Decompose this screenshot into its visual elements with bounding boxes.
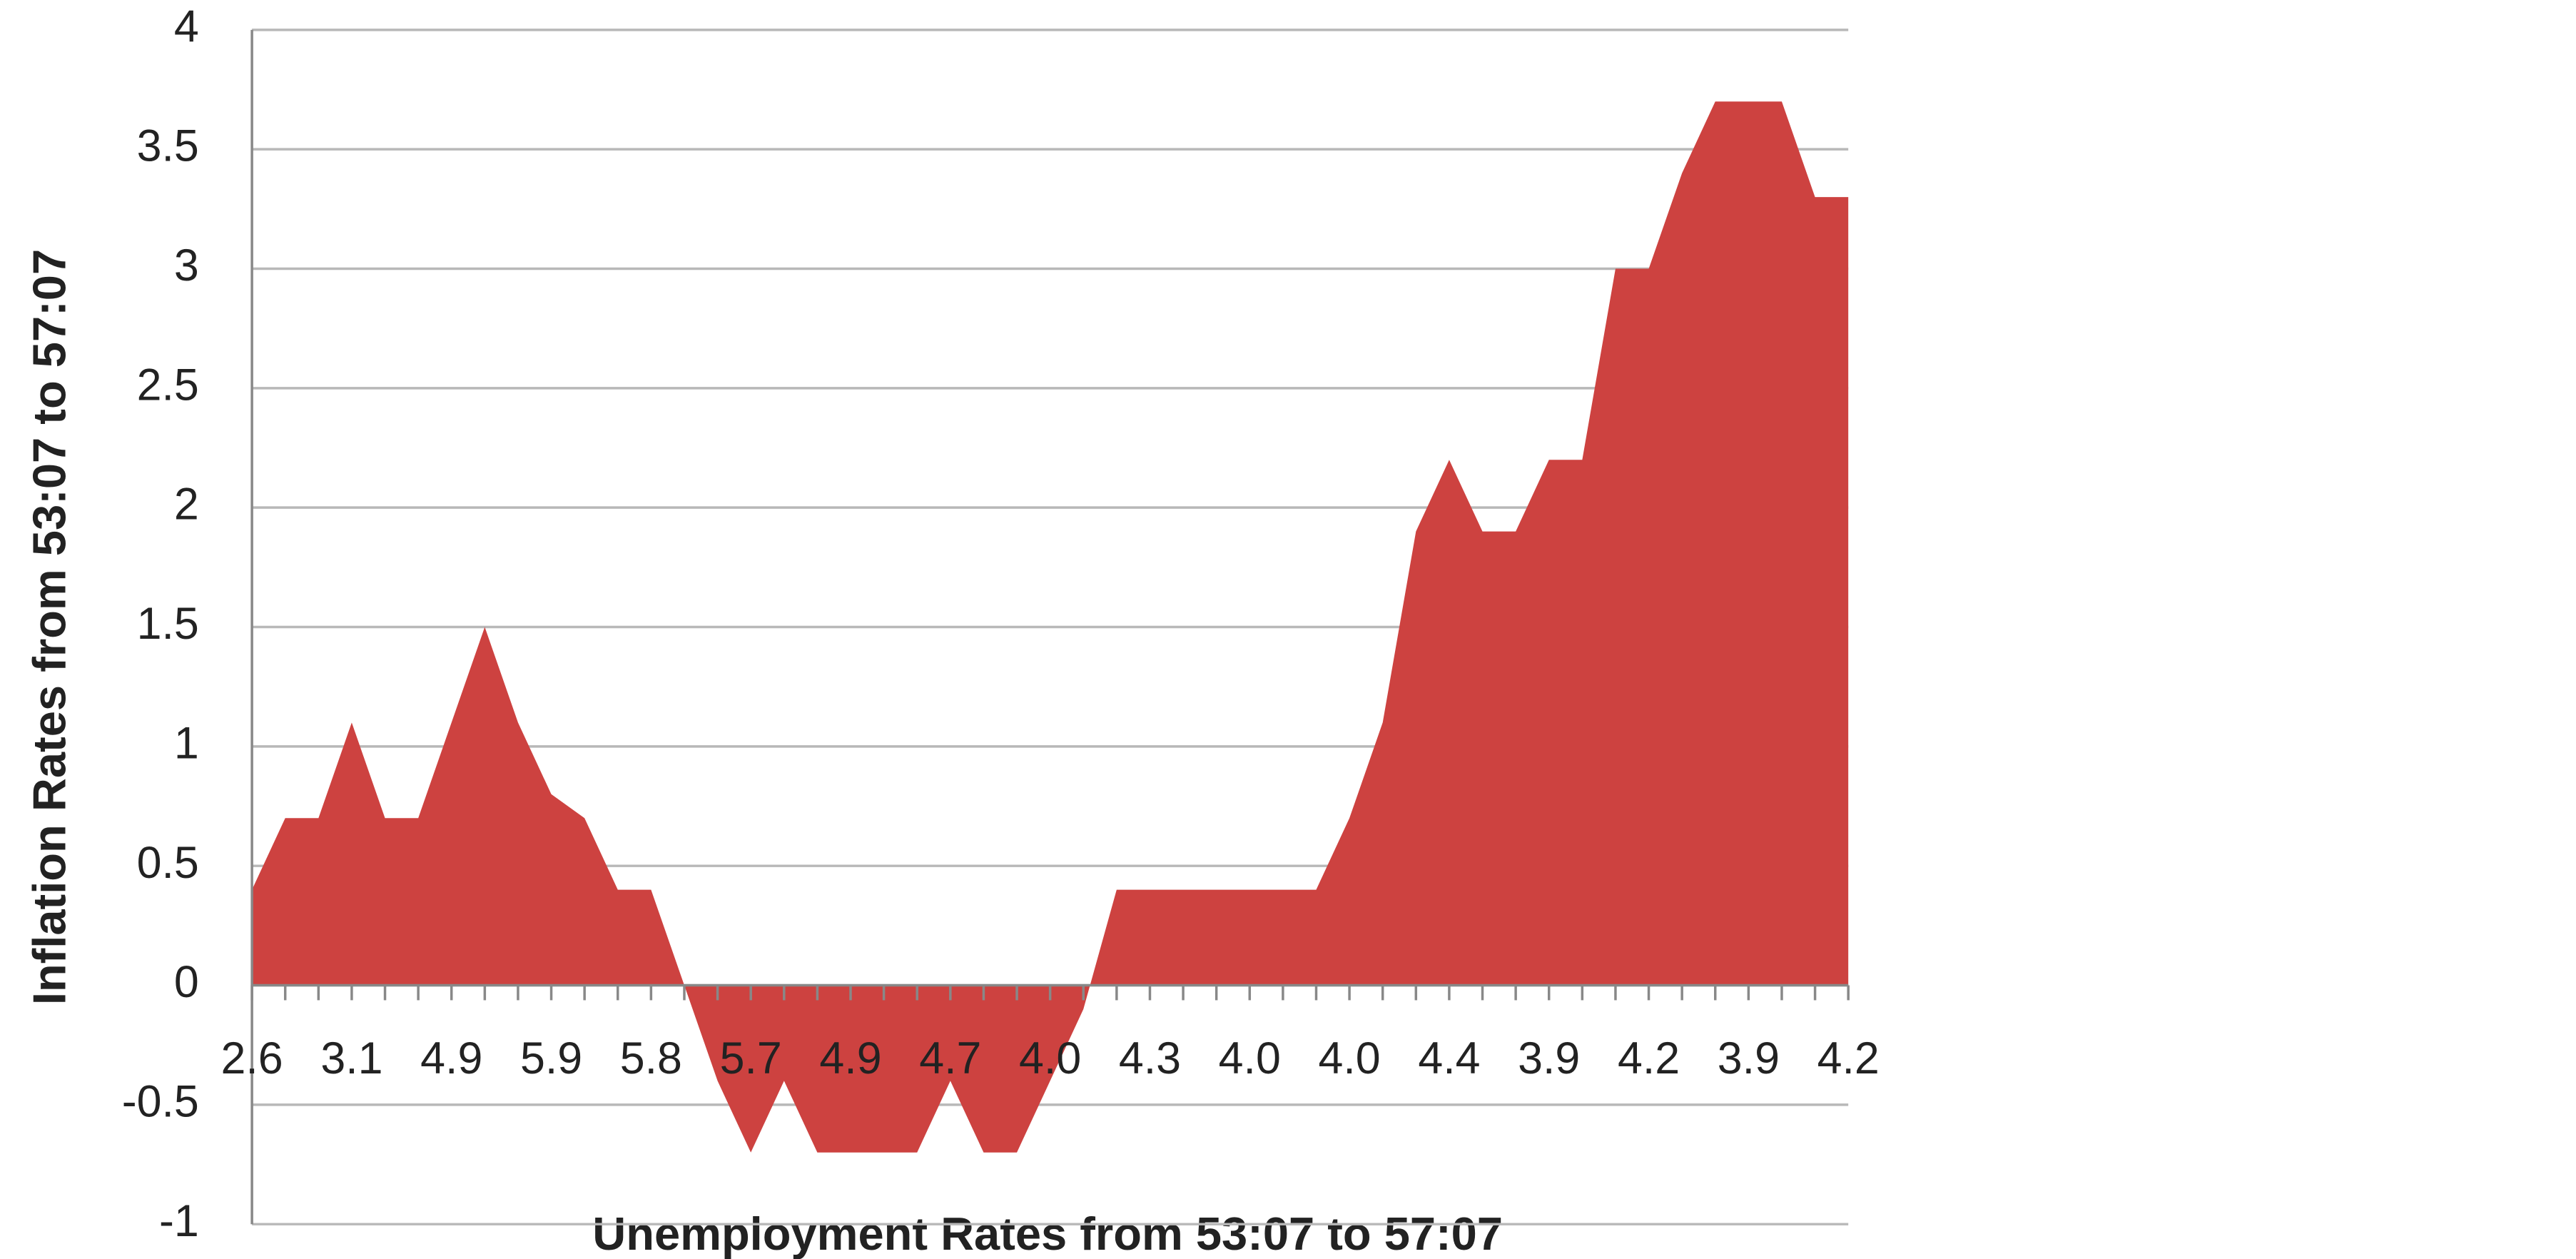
x-tick-label: 4.4 xyxy=(1418,1033,1480,1083)
x-tick-label: 2.6 xyxy=(221,1033,283,1083)
x-tick-label: 5.8 xyxy=(620,1033,682,1083)
x-tick-label: 4.2 xyxy=(1817,1033,1880,1083)
x-tick-label: 4.9 xyxy=(420,1033,482,1083)
y-tick-label: 2.5 xyxy=(137,360,199,410)
x-tick-label: 4.2 xyxy=(1618,1033,1680,1083)
y-axis-title: Inflation Rates from 53:07 to 57:07 xyxy=(24,249,76,1005)
area xyxy=(252,101,1849,1153)
y-tick-label: 1.5 xyxy=(137,599,199,649)
x-tick-label: 4.0 xyxy=(1019,1033,1081,1083)
y-tick-label: 1 xyxy=(174,718,199,768)
y-tick-label: 4 xyxy=(174,1,199,51)
x-axis-title: Unemployment Rates from 53:07 to 57:07 xyxy=(592,1208,1503,1259)
x-tick-label: 4.7 xyxy=(919,1033,981,1083)
x-tick-label: 5.7 xyxy=(720,1033,782,1083)
x-tick-label: 3.1 xyxy=(320,1033,382,1083)
y-tick-label: -1 xyxy=(159,1196,199,1246)
y-tick-label: 3 xyxy=(174,241,199,290)
x-tick-label: 4.9 xyxy=(819,1033,881,1083)
x-tick-label: 5.9 xyxy=(520,1033,582,1083)
x-tick-label: 3.9 xyxy=(1718,1033,1780,1083)
x-tick-label: 4.3 xyxy=(1119,1033,1181,1083)
y-tick-label: 0 xyxy=(174,957,199,1007)
x-tick-label: 4.0 xyxy=(1319,1033,1381,1083)
x-tick-label: 4.0 xyxy=(1219,1033,1281,1083)
y-tick-label: 3.5 xyxy=(137,121,199,171)
x-tick-label: 3.9 xyxy=(1518,1033,1580,1083)
y-tick-label: 0.5 xyxy=(137,838,199,888)
y-tick-label: 2 xyxy=(174,480,199,530)
y-tick-label: -0.5 xyxy=(122,1076,199,1126)
